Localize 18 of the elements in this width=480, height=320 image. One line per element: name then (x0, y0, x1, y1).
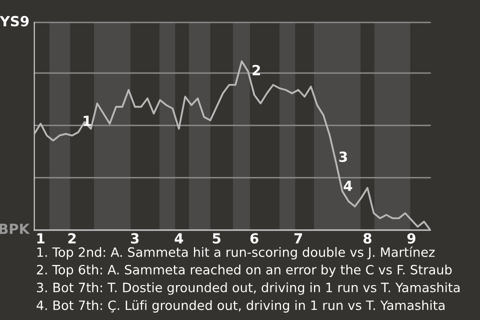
x-tick-label: 4 (174, 233, 184, 244)
text: 3. Bot 7th: T. Dostie grounded out, driving in 1 run vs T. Yamashita (36, 282, 460, 295)
annotation: 2 (252, 64, 260, 76)
text: 1. Top 2nd: A. Sammeta hit a run-scoring double vs J. Martínez (37, 246, 435, 260)
annotation: 4 (344, 180, 352, 191)
x-tick-label: 9 (407, 233, 416, 244)
annotation: 1 (84, 116, 91, 126)
x-tick-label: 6 (250, 233, 258, 244)
x-tick-label: 7 (294, 233, 302, 244)
x-tick-label: 8 (363, 233, 372, 244)
text: 4. Bot 7th: Ç. Lüfi grounded out, driving in 1 run vs T. Yamashita (36, 300, 444, 313)
x-tick-label: 5 (212, 233, 220, 244)
x-tick-label: 2 (68, 233, 76, 244)
x-tick-label: 3 (130, 233, 139, 244)
annotation: 3 (339, 152, 347, 162)
ref-line-label: YS9 (0, 16, 29, 26)
x-tick-label: 1 (37, 233, 44, 244)
text: 2. Top 6th: A. Sammeta reached on an error by the C vs F. Straub (36, 264, 452, 277)
